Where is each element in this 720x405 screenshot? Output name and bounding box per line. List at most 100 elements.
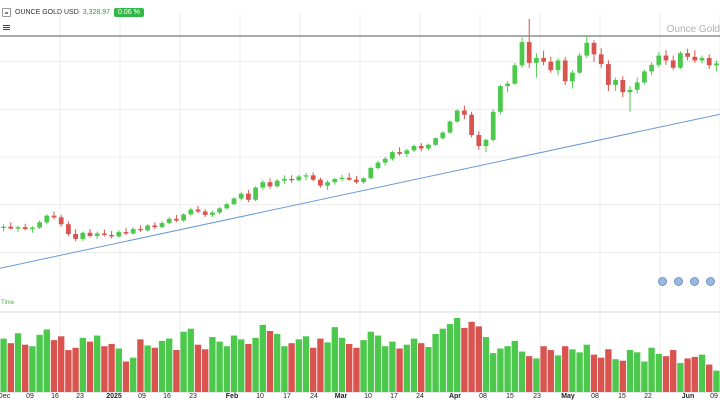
volume-bar: [94, 335, 101, 392]
watermark: Ounce Gold: [666, 24, 720, 35]
candle-body: [289, 179, 294, 181]
candle: [620, 76, 626, 98]
volume-bar: [331, 327, 338, 392]
candle-body: [526, 42, 532, 63]
candle-body: [598, 54, 604, 65]
x-axis-label: 15: [618, 393, 626, 400]
volume-bar: [677, 363, 684, 392]
candle: [130, 227, 136, 235]
volume-bar: [108, 343, 115, 392]
volume-bar: [403, 344, 410, 392]
x-axis-label: 10: [256, 393, 264, 400]
candle-body: [505, 83, 510, 87]
candle-body: [613, 80, 618, 85]
candle-body: [246, 193, 251, 200]
candle-body: [195, 209, 201, 212]
candle: [44, 214, 50, 225]
candle: [606, 60, 611, 91]
volume-bar: [324, 342, 331, 392]
volume-bar: [713, 370, 720, 392]
volume-bar: [137, 339, 144, 392]
candle: [627, 86, 633, 112]
candle-body: [130, 229, 136, 234]
volume-bar: [158, 340, 166, 392]
volume-bar: [598, 357, 605, 392]
candle: [418, 143, 424, 152]
candle-body: [678, 53, 683, 68]
candle-body: [404, 150, 410, 154]
volume-bar: [590, 354, 598, 392]
calendar-event-icon[interactable]: [674, 277, 683, 286]
candle: [238, 192, 244, 201]
volume-bar: [648, 347, 655, 392]
volume-bar: [360, 340, 367, 392]
volume-bar: [454, 318, 461, 392]
volume-bar: [547, 350, 554, 392]
volume-bar: [194, 344, 202, 392]
candle: [310, 172, 316, 182]
candle-body: [476, 135, 482, 146]
candle: [66, 221, 71, 237]
candle-body: [58, 217, 64, 225]
candle-body: [447, 121, 453, 133]
candle-body: [584, 42, 590, 56]
x-axis-label: 24: [310, 393, 318, 400]
volume-bar: [173, 350, 180, 392]
volume-bar: [662, 356, 670, 392]
candle-body: [1, 226, 6, 228]
candle: [476, 131, 482, 150]
volume-bar: [22, 344, 29, 392]
instrument-icon[interactable]: [2, 7, 11, 17]
volume-bar: [252, 337, 259, 392]
candle: [483, 138, 489, 153]
volume-bar: [468, 321, 475, 392]
candle-body: [238, 193, 244, 199]
candle: [346, 172, 352, 181]
candle: [706, 54, 712, 69]
candle-body: [116, 232, 122, 237]
volume-bar: [180, 331, 187, 392]
candle: [555, 58, 561, 76]
candle: [37, 220, 42, 230]
candle-body: [699, 58, 705, 61]
candle-body: [606, 64, 611, 85]
x-axis-label: 23: [76, 393, 84, 400]
candle-body: [44, 215, 50, 223]
calendar-event-icon[interactable]: [690, 277, 699, 286]
candle: [87, 229, 93, 238]
candle-body: [483, 139, 489, 146]
volume-bar: [396, 348, 403, 392]
candle: [354, 175, 359, 184]
candle-body: [145, 225, 150, 231]
volume-bar: [223, 346, 230, 392]
candle-body: [454, 110, 460, 122]
candle-body: [202, 211, 208, 215]
volume-bar: [497, 348, 504, 392]
moving-average-line: [0, 113, 720, 269]
candle-body: [217, 208, 222, 213]
candle: [714, 60, 719, 72]
volume-bar: [583, 344, 590, 392]
candle: [195, 205, 201, 214]
candle: [411, 144, 417, 153]
volume-bar: [166, 338, 173, 392]
chart-menu-icon[interactable]: [3, 24, 10, 31]
candle: [361, 177, 366, 184]
x-axis-label: Jun: [681, 393, 695, 400]
candle: [526, 18, 532, 68]
candle-body: [627, 89, 633, 93]
volume-bar: [432, 334, 439, 392]
candle-body: [512, 65, 518, 84]
candle: [433, 137, 438, 146]
candle: [318, 177, 323, 188]
calendar-event-icon[interactable]: [658, 277, 667, 286]
candle: [246, 190, 251, 203]
candle: [174, 214, 179, 223]
candle-body: [310, 175, 316, 180]
candle: [80, 231, 86, 241]
candle-body: [692, 56, 698, 61]
candle: [498, 84, 503, 115]
calendar-event-icon[interactable]: [706, 277, 715, 286]
volume-bar: [576, 352, 583, 392]
